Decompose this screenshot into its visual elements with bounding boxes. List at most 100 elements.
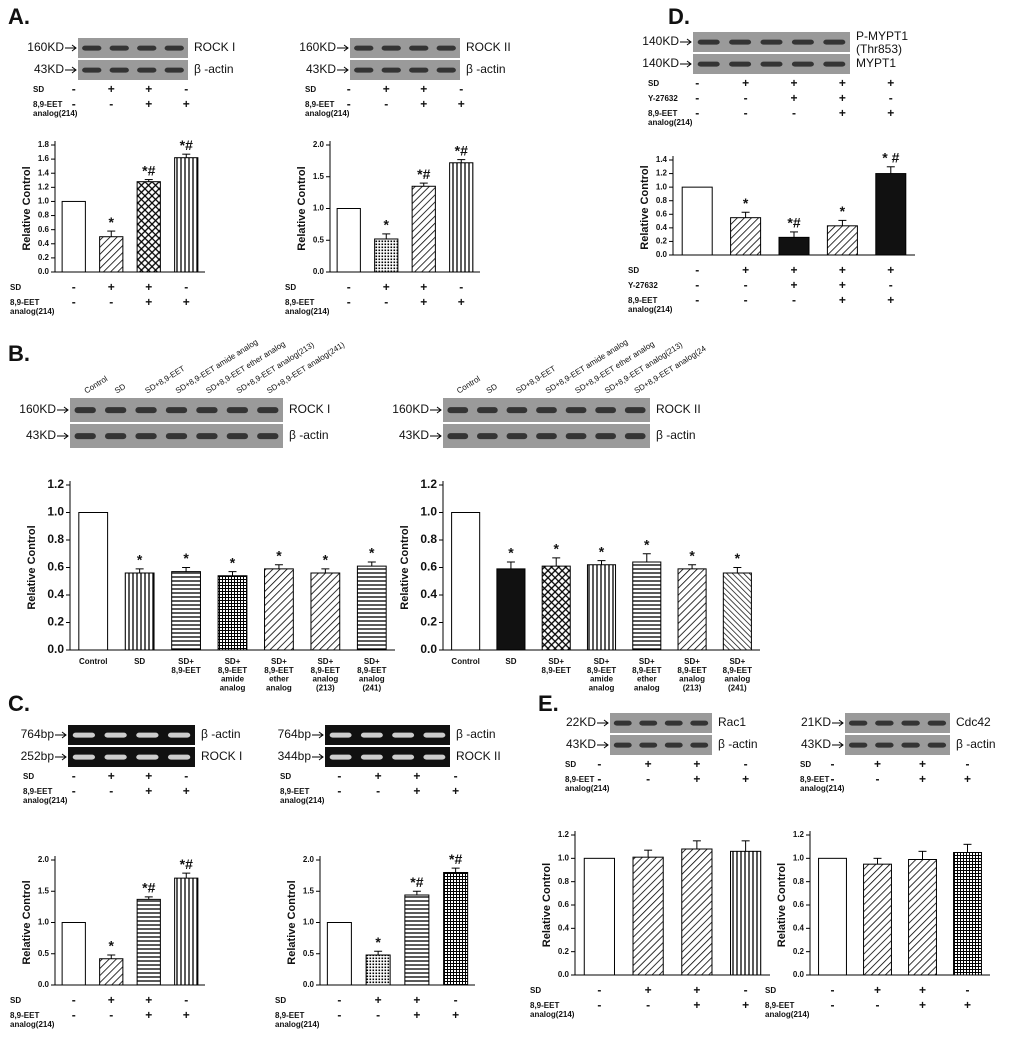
blot-row <box>845 735 950 755</box>
y-tick-label: 0.4 <box>558 923 570 932</box>
condition-sign: + <box>145 295 152 309</box>
y-tick-label: 0.4 <box>47 587 64 601</box>
band <box>392 732 415 738</box>
blot-size: 43KD <box>306 62 336 76</box>
blot-size: 160KD <box>19 402 56 416</box>
blot-size: 22KD <box>566 715 596 729</box>
condition-sign: + <box>108 280 115 294</box>
condition-sign: - <box>184 993 188 1007</box>
bar <box>78 512 109 651</box>
condition-sign: + <box>645 757 652 771</box>
condition-sign: - <box>695 76 699 90</box>
y-tick-label: 1.0 <box>303 918 315 927</box>
y-axis-label: Relative Control <box>399 525 411 609</box>
blot-size: 344bp <box>278 749 312 763</box>
condition-label: SD <box>765 986 776 995</box>
blot-row <box>325 747 450 767</box>
x-tick-label: Control <box>79 657 107 666</box>
condition-sign: - <box>109 1008 113 1022</box>
band <box>423 732 446 738</box>
condition-sign: + <box>375 769 382 783</box>
y-tick-label: 0.6 <box>656 209 668 218</box>
band <box>729 39 752 45</box>
band <box>848 742 868 748</box>
condition-label: 8,9-EET analog(214) <box>530 1001 575 1019</box>
band <box>823 39 846 45</box>
band <box>760 39 783 45</box>
y-tick-label: 1.0 <box>47 505 64 519</box>
condition-sign: + <box>839 106 846 120</box>
arrow <box>430 432 442 440</box>
band <box>690 742 709 748</box>
blot-size: 252bp <box>21 749 55 763</box>
condition-sign: + <box>145 993 152 1007</box>
band <box>664 720 683 726</box>
condition-sign: + <box>919 757 926 771</box>
y-tick-label: 0.6 <box>38 225 50 234</box>
band <box>168 732 191 738</box>
blot-size: 43KD <box>801 737 831 751</box>
bar <box>730 217 762 256</box>
annotation: * <box>508 545 514 561</box>
condition-sign: - <box>337 784 341 798</box>
bar <box>826 225 858 256</box>
y-tick-label: 1.5 <box>38 886 50 895</box>
x-tick-label: SD+ 8,9-EET amide analog <box>218 657 247 692</box>
condition-sign: - <box>744 91 748 105</box>
band <box>165 433 188 440</box>
condition-sign: + <box>964 772 971 786</box>
condition-sign: - <box>459 280 463 294</box>
lane-label: Control <box>83 374 110 395</box>
condition-sign: - <box>72 993 76 1007</box>
condition-sign: - <box>184 280 188 294</box>
bar <box>336 208 361 273</box>
y-tick-label: 1.0 <box>420 505 437 519</box>
condition-sign: - <box>109 97 113 111</box>
condition-sign: + <box>458 97 465 111</box>
y-tick-label: 2.0 <box>38 855 50 864</box>
condition-sign: - <box>337 1008 341 1022</box>
y-tick-label: 1.0 <box>313 204 325 213</box>
condition-sign: - <box>831 983 835 997</box>
condition-sign: + <box>645 983 652 997</box>
band <box>104 732 127 738</box>
condition-sign: + <box>887 76 894 90</box>
condition-sign: + <box>420 82 427 96</box>
annotation: * <box>323 552 329 568</box>
band <box>565 407 587 414</box>
bar <box>496 568 526 651</box>
condition-sign: - <box>966 757 970 771</box>
condition-sign: - <box>184 82 188 96</box>
condition-sign: + <box>887 293 894 307</box>
y-tick-label: 1.0 <box>793 853 805 862</box>
annotation: *# <box>180 137 193 153</box>
y-tick-label: 0.0 <box>793 970 805 979</box>
band <box>447 407 469 414</box>
condition-sign: - <box>646 772 650 786</box>
condition-sign: - <box>744 106 748 120</box>
condition-sign: - <box>337 769 341 783</box>
x-tick-label: SD <box>134 657 145 666</box>
annotation: *# <box>410 874 423 890</box>
bar <box>677 568 707 651</box>
condition-sign: - <box>889 91 893 105</box>
y-tick-label: 0.6 <box>47 560 64 574</box>
condition-sign: - <box>72 280 76 294</box>
condition-sign: - <box>459 82 463 96</box>
blot-row <box>350 38 460 58</box>
annotation: * <box>735 550 741 566</box>
blot-label: β -actin <box>956 737 996 751</box>
band <box>823 61 846 67</box>
arrow <box>597 741 609 749</box>
blot-row <box>325 725 450 745</box>
y-tick-label: 0.4 <box>656 223 668 232</box>
condition-sign: + <box>145 280 152 294</box>
band <box>697 39 720 45</box>
y-tick-label: 0.5 <box>38 949 50 958</box>
y-tick-label: 2.0 <box>303 855 315 864</box>
band <box>257 407 279 414</box>
condition-sign: + <box>452 784 459 798</box>
y-tick-label: 1.2 <box>656 169 668 178</box>
condition-sign: + <box>145 1008 152 1022</box>
annotation: * <box>276 547 282 563</box>
